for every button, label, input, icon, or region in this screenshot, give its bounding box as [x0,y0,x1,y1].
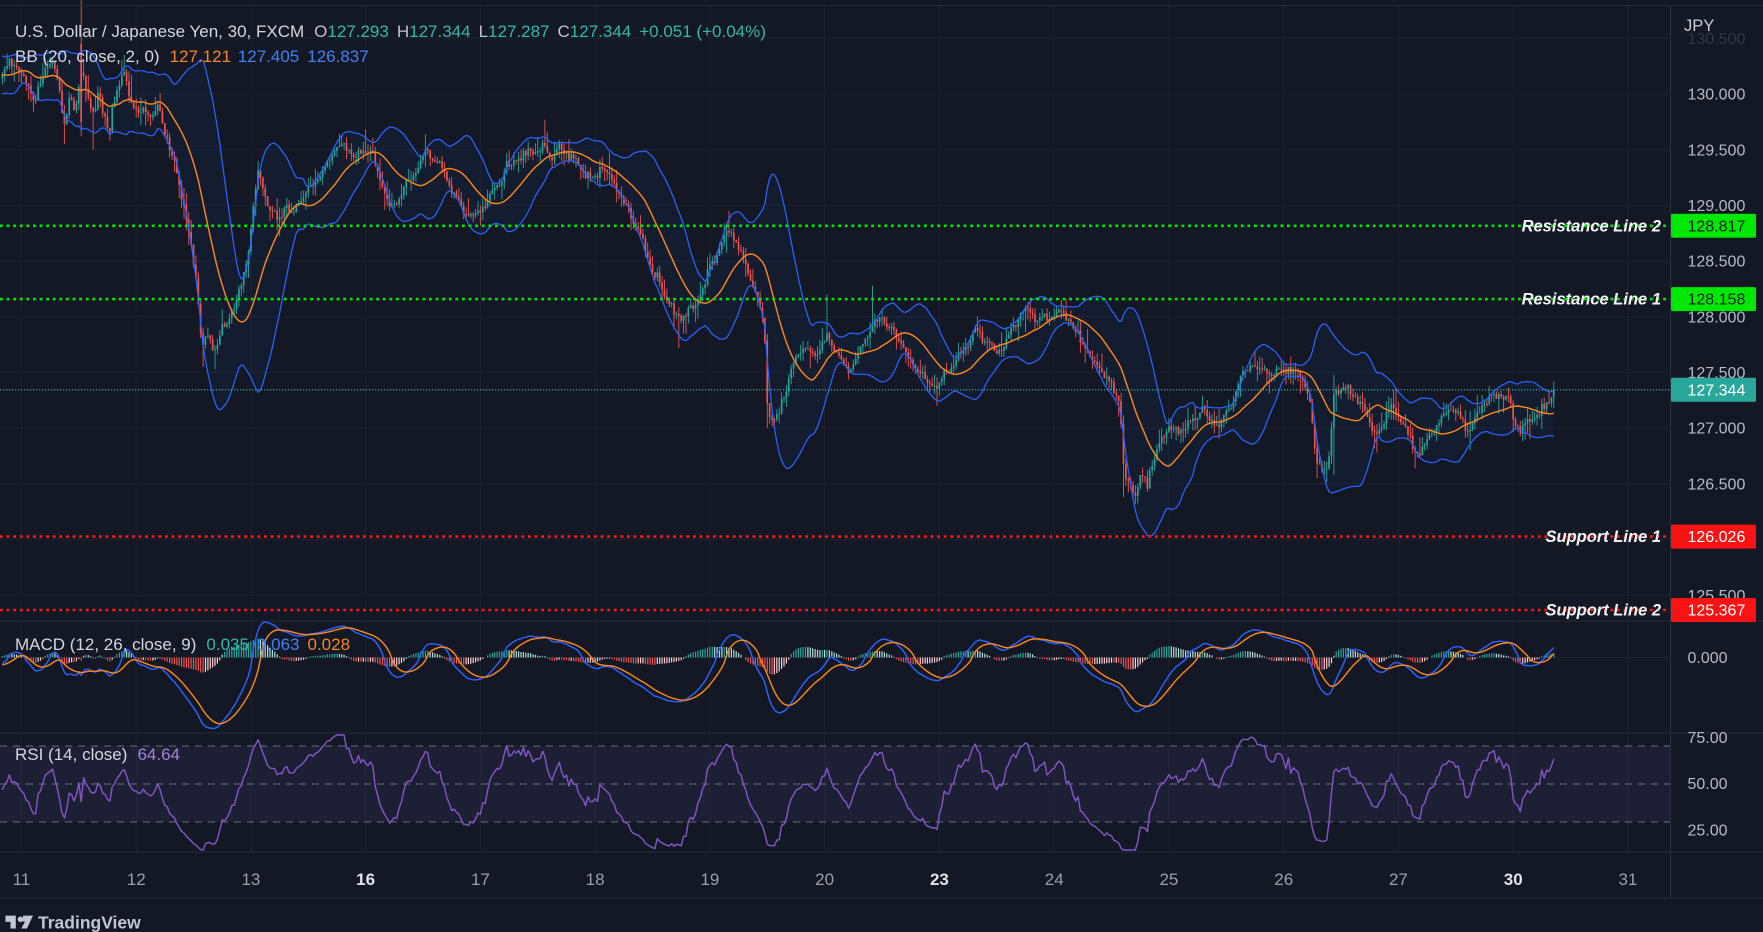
svg-text:Support Line 1: Support Line 1 [1546,528,1662,546]
svg-text:130.500: 130.500 [1688,31,1746,48]
svg-text:23: 23 [930,870,949,889]
svg-text:Support Line 2: Support Line 2 [1546,602,1662,620]
svg-text:126.026: 126.026 [1688,529,1746,546]
svg-text:127.500: 127.500 [1688,365,1746,382]
svg-text:0.000: 0.000 [1688,650,1728,667]
svg-text:16: 16 [356,870,375,889]
svg-text:128.000: 128.000 [1688,309,1746,326]
svg-text:128.500: 128.500 [1688,254,1746,271]
svg-text:128.817: 128.817 [1688,218,1746,235]
svg-text:12: 12 [127,870,146,889]
svg-text:26: 26 [1274,870,1293,889]
svg-text:JPY: JPY [1684,17,1714,35]
svg-text:RSI (14, close)64.64: RSI (14, close) 64.64 [15,745,180,764]
svg-text:128.158: 128.158 [1688,292,1746,309]
svg-text:129.500: 129.500 [1688,142,1746,159]
svg-text:75.00: 75.00 [1688,730,1728,747]
svg-text:Resistance Line 1: Resistance Line 1 [1522,291,1661,309]
svg-text:125.367: 125.367 [1688,603,1746,620]
svg-text:50.00: 50.00 [1688,776,1728,793]
svg-text:Resistance Line 2: Resistance Line 2 [1522,217,1661,235]
svg-text:129.000: 129.000 [1688,198,1746,215]
svg-text:18: 18 [586,870,605,889]
svg-text:126.500: 126.500 [1688,476,1746,493]
svg-text:130.000: 130.000 [1688,87,1746,104]
svg-text:11: 11 [13,870,31,889]
svg-text:13: 13 [241,870,260,889]
svg-text:19: 19 [700,870,719,889]
svg-text:27: 27 [1389,870,1408,889]
svg-text:127.000: 127.000 [1688,421,1746,438]
svg-text:25: 25 [1159,870,1178,889]
svg-text:17: 17 [471,870,490,889]
svg-text:30: 30 [1504,870,1523,889]
svg-text:25.00: 25.00 [1688,823,1728,840]
svg-text:127.344: 127.344 [1688,382,1746,399]
svg-text:20: 20 [815,870,834,889]
svg-text:TradingView: TradingView [38,913,141,932]
svg-text:31: 31 [1618,870,1637,889]
svg-text:24: 24 [1045,870,1064,889]
